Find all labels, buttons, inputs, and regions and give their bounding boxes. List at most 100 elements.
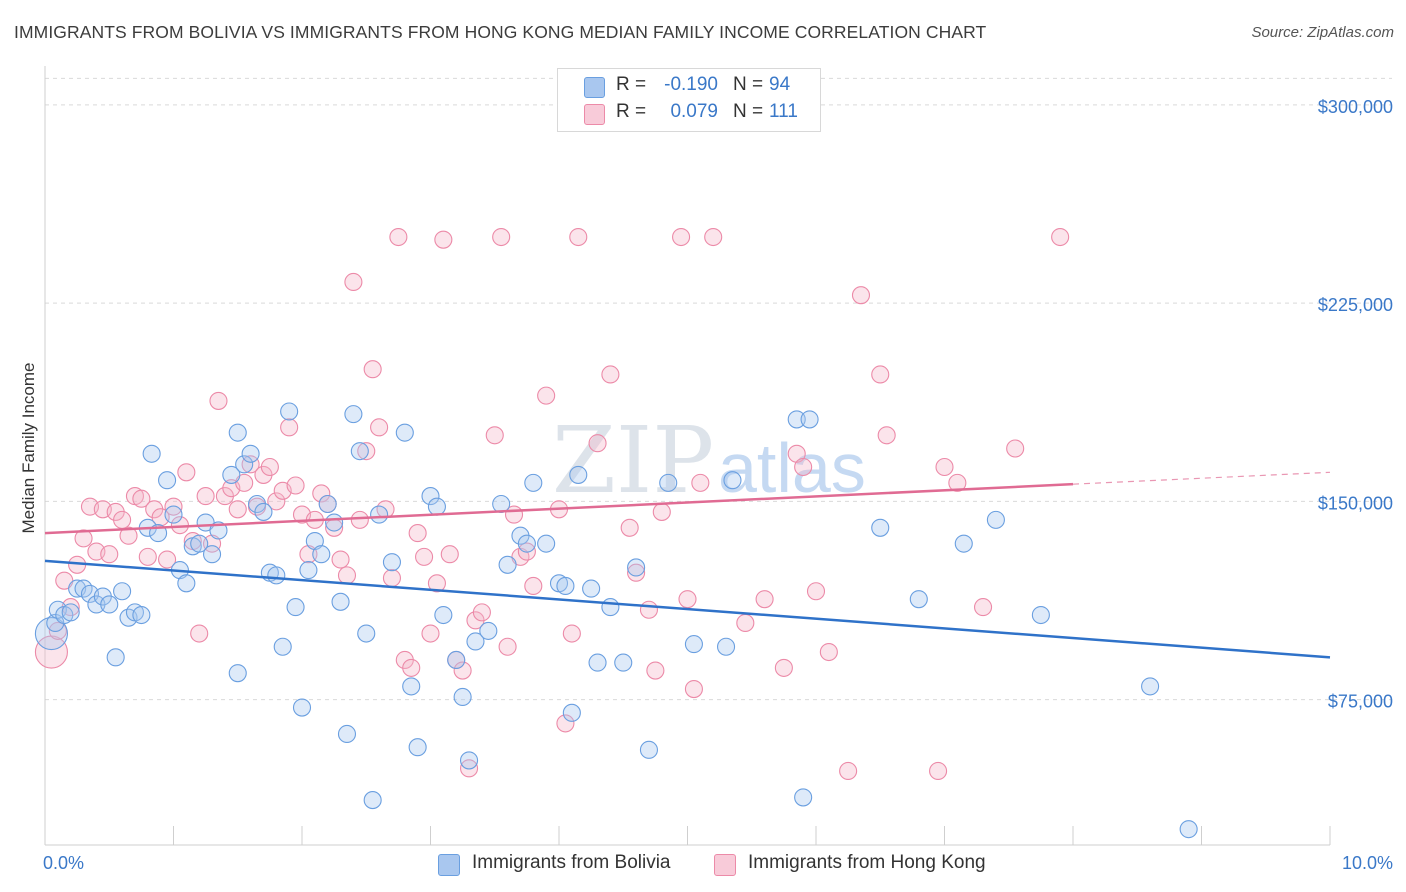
bolivia-point	[331, 592, 350, 611]
bolivia-point	[408, 738, 427, 757]
bolivia-point	[100, 595, 119, 614]
bolivia-point	[337, 724, 357, 744]
bolivia-point	[325, 513, 344, 532]
bolivia-point	[177, 574, 196, 593]
hongkong-point	[569, 227, 588, 247]
bolivia-point	[601, 598, 620, 617]
bolivia-point	[1141, 677, 1160, 696]
legend-swatch-hongkong	[584, 104, 605, 125]
bolivia-point	[582, 579, 601, 598]
hongkong-point	[877, 426, 896, 445]
hongkong-point	[562, 624, 581, 643]
hongkong-point	[119, 526, 138, 545]
bolivia-point	[267, 566, 286, 585]
hongkong-point	[948, 473, 967, 492]
bolivia-point	[286, 598, 305, 617]
bolivia-point	[614, 653, 633, 672]
bolivia-point	[34, 616, 68, 651]
legend-r-value: 0.079	[670, 101, 718, 122]
x-tick-label: 0.0%	[43, 853, 84, 873]
hongkong-point	[973, 598, 993, 617]
bolivia-point	[517, 534, 536, 553]
hongkong-point	[440, 545, 459, 564]
bolivia-point	[228, 423, 247, 442]
bolivia-point	[421, 487, 440, 506]
bolivia-point	[241, 444, 260, 463]
hongkong-point	[267, 492, 286, 511]
hongkong-point	[537, 386, 556, 405]
hongkong-point	[228, 500, 247, 519]
bolivia-point	[113, 582, 132, 601]
hongkong-point	[260, 457, 279, 477]
hongkong-point	[774, 658, 793, 677]
hongkong-point	[839, 761, 858, 781]
hongkong-point	[935, 457, 954, 477]
hongkong-point	[691, 473, 710, 492]
bolivia-points	[34, 402, 1198, 839]
hongkong-point	[280, 418, 299, 437]
bolivia-point	[562, 703, 581, 722]
bolivia-point	[1179, 820, 1198, 839]
hongkong-point	[158, 550, 177, 569]
hongkong-point	[929, 761, 948, 781]
hongkong-point	[1051, 227, 1070, 247]
chart-title: IMMIGRANTS FROM BOLIVIA VS IMMIGRANTS FR…	[14, 22, 987, 42]
hongkong-point	[100, 545, 119, 564]
y-tick-label: $150,000	[1318, 493, 1393, 513]
hongkong-points	[34, 227, 1070, 781]
bolivia-point	[190, 534, 209, 553]
legend-swatch-bolivia	[584, 77, 605, 98]
hongkong-point	[684, 679, 703, 699]
bolivia-point	[273, 637, 292, 656]
bolivia-point	[800, 410, 819, 429]
hongkong-point	[627, 563, 646, 582]
hongkong-point	[588, 434, 607, 453]
hongkong-point	[164, 497, 183, 516]
hongkong-point	[331, 550, 350, 569]
legend-n-label: N =	[733, 101, 764, 122]
x-tick-label: 10.0%	[1342, 853, 1393, 873]
hongkong-point	[196, 487, 215, 506]
bolivia-point	[132, 605, 151, 625]
bolivia-point	[524, 473, 543, 492]
bolivia-point	[61, 603, 80, 622]
bolivia-point	[382, 553, 402, 572]
hongkong-point	[652, 502, 671, 521]
bolivia-point	[659, 473, 678, 492]
legend-n-label: N =	[733, 74, 764, 95]
bolivia-point	[222, 465, 241, 484]
hongkong-trend-line	[44, 482, 1074, 535]
hongkong-point	[337, 566, 357, 585]
watermark: ZIP atlas	[552, 407, 866, 514]
grid-lines	[45, 77, 1392, 701]
hongkong-point	[498, 637, 517, 656]
hongkong-point	[453, 661, 472, 680]
bolivia-point	[164, 505, 183, 524]
bolivia-point	[479, 621, 498, 640]
hongkong-point	[415, 547, 434, 566]
bolivia-point	[986, 510, 1005, 529]
bolivia-point	[402, 677, 421, 696]
bolivia-point	[106, 648, 125, 667]
y-axis-title: Median Family Income	[19, 362, 38, 533]
hongkong-point	[1006, 439, 1025, 458]
trend-lines	[44, 471, 1331, 659]
bolivia-point	[684, 635, 703, 654]
hongkong-point	[620, 518, 639, 537]
hongkong-point	[639, 600, 659, 619]
legend-label-bolivia: Immigrants from Bolivia	[472, 852, 671, 873]
hongkong-point	[138, 547, 157, 566]
hongkong-point	[704, 227, 723, 247]
hongkong-point	[556, 714, 575, 733]
hongkong-point	[524, 576, 543, 596]
correlation-legend: R = -0.190 N = 94 R = 0.079 N = 111	[557, 68, 821, 132]
hongkong-point	[241, 455, 260, 474]
bolivia-point	[723, 471, 742, 490]
legend-label-hongkong: Immigrants from Hong Kong	[748, 852, 986, 873]
hongkong-point	[806, 582, 826, 601]
bolivia-point	[235, 455, 254, 474]
hongkong-point	[350, 510, 369, 529]
bolivia-point	[344, 405, 363, 424]
hongkong-point	[459, 759, 479, 778]
